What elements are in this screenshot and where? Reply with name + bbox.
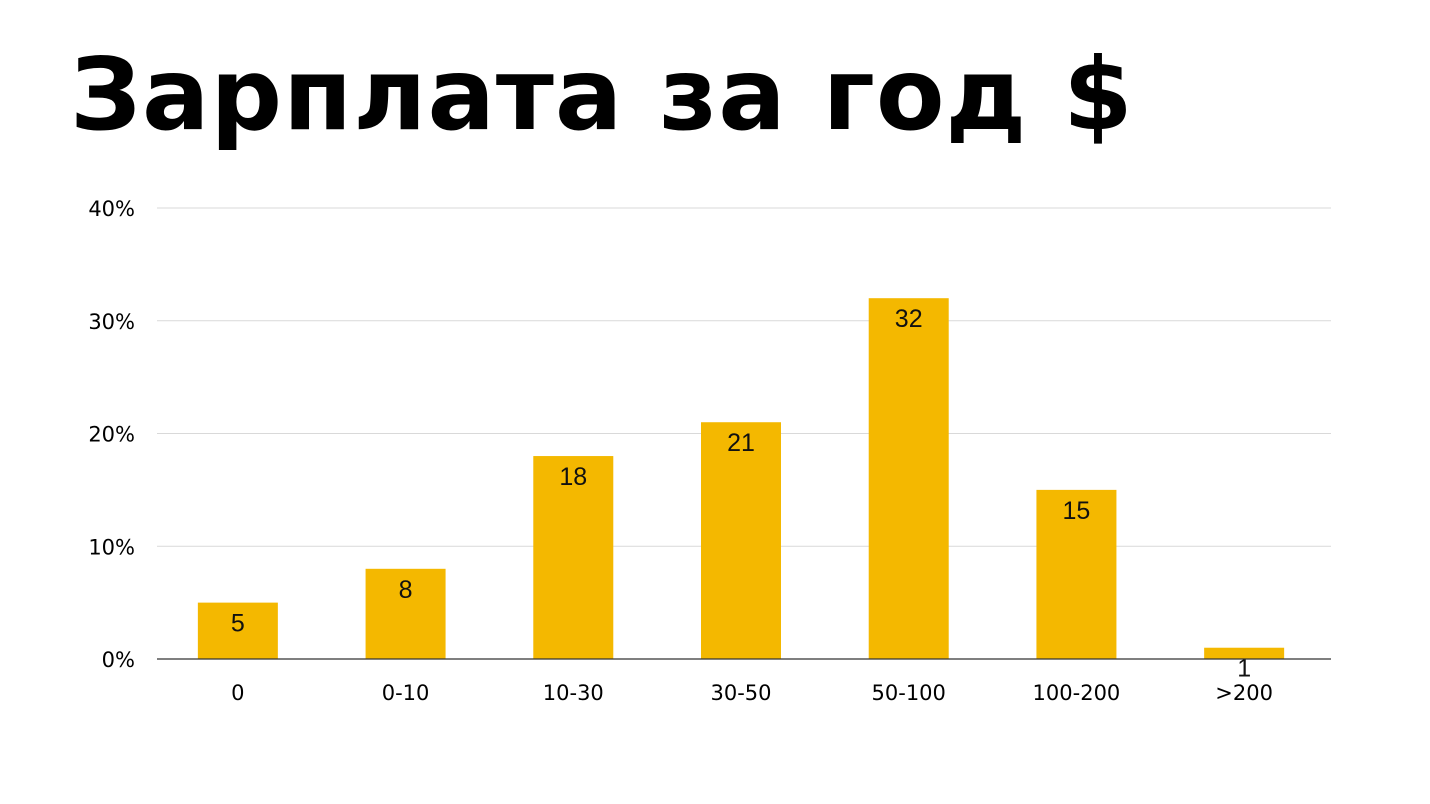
- bar: [533, 456, 614, 659]
- bar: [1036, 489, 1117, 659]
- y-tick-label: 0%: [102, 648, 135, 672]
- bar: [365, 568, 446, 659]
- x-tick-label: 30-50: [710, 681, 771, 705]
- data-label: 21: [727, 429, 755, 457]
- data-label: 8: [399, 576, 413, 604]
- bar: [1204, 647, 1285, 659]
- data-label: 15: [1063, 497, 1091, 525]
- x-tick-label: 100-200: [1033, 681, 1121, 705]
- y-tick-label: 10%: [88, 535, 135, 559]
- data-label: 32: [895, 305, 923, 333]
- x-tick-label: 0: [231, 681, 244, 705]
- x-tick-label: 50-100: [872, 681, 946, 705]
- x-tick-label: 10-30: [543, 681, 604, 705]
- chart-title: Зарплата за год $: [70, 36, 1134, 153]
- x-tick-label: >200: [1215, 681, 1273, 705]
- bar: [701, 422, 781, 659]
- data-label: 5: [231, 610, 245, 638]
- x-tick-label: 0-10: [382, 681, 430, 705]
- y-tick-label: 30%: [88, 310, 135, 334]
- data-label: 18: [559, 463, 587, 491]
- bar: [197, 602, 278, 659]
- data-label: 1: [1237, 655, 1251, 683]
- bar: [868, 298, 949, 659]
- y-tick-label: 40%: [88, 197, 135, 221]
- y-tick-label: 20%: [88, 423, 135, 447]
